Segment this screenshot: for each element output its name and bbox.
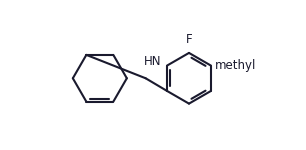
Text: methyl: methyl — [215, 59, 256, 72]
Text: HN: HN — [144, 55, 161, 68]
Text: F: F — [186, 33, 192, 46]
